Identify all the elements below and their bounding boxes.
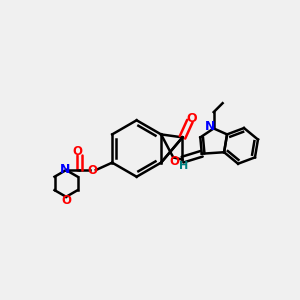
Text: N: N [60, 163, 71, 176]
Text: O: O [72, 145, 82, 158]
Text: O: O [186, 112, 197, 124]
Text: N: N [205, 120, 215, 133]
Text: O: O [170, 155, 180, 168]
Text: O: O [61, 194, 71, 207]
Text: H: H [179, 161, 189, 171]
Text: O: O [87, 164, 97, 177]
